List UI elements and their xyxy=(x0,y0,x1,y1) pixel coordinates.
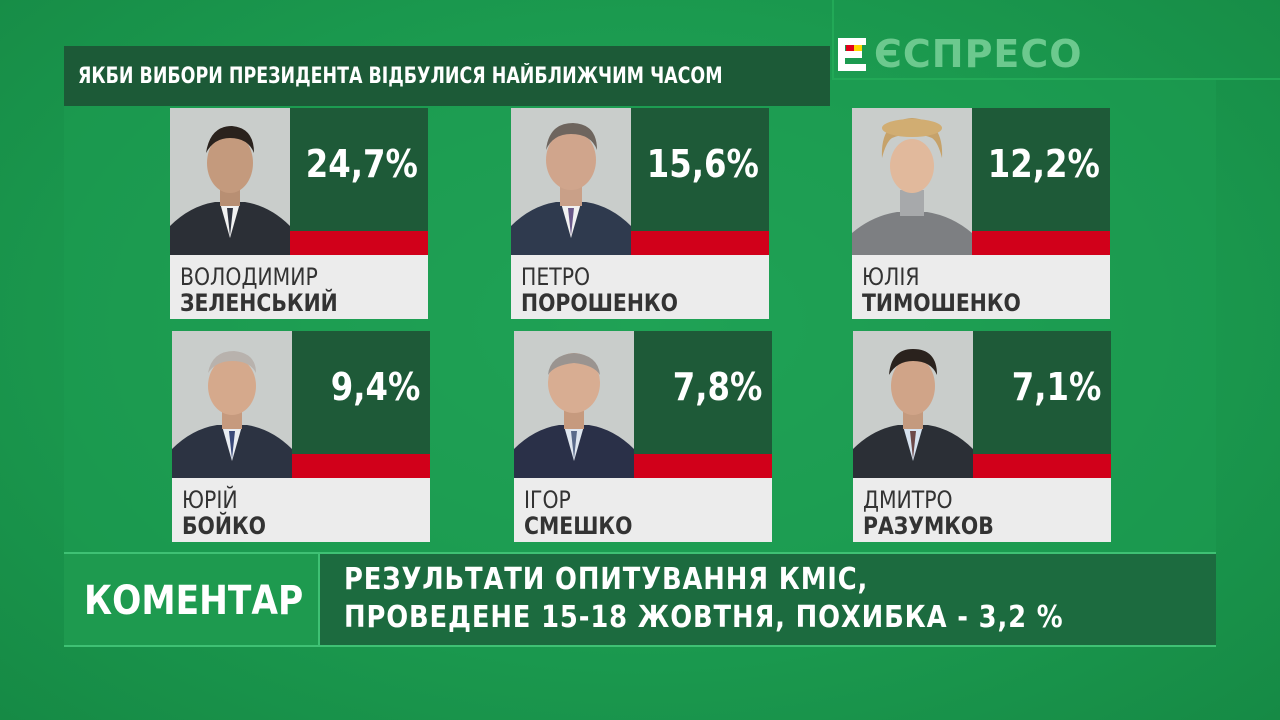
candidate-card: 9,4% ЮРІЙ БОЙКО xyxy=(172,331,430,542)
candidate-percent: 15,6% xyxy=(646,142,759,186)
candidate-last-name: РАЗУМКОВ xyxy=(863,512,994,540)
candidate-photo xyxy=(852,108,972,255)
comment-label-box: КОМЕНТАР xyxy=(64,554,318,645)
accent-bar xyxy=(634,454,772,478)
caption-line-1: РЕЗУЛЬТАТИ ОПИТУВАННЯ КМІС, xyxy=(344,562,869,597)
accent-bar xyxy=(631,231,769,255)
candidate-card: 15,6% ПЕТРО ПОРОШЕНКО xyxy=(511,108,769,319)
name-box: ДМИТРО РАЗУМКОВ xyxy=(853,478,1111,542)
candidate-photo xyxy=(511,108,631,255)
candidate-percent: 7,1% xyxy=(1011,365,1101,409)
candidate-last-name: ЗЕЛЕНСЬКИЙ xyxy=(180,289,338,317)
name-box: ЮЛІЯ ТИМОШЕНКО xyxy=(852,255,1110,319)
name-box: ПЕТРО ПОРОШЕНКО xyxy=(511,255,769,319)
lower-third-bottom-line xyxy=(64,645,1216,647)
candidate-first-name: ВОЛОДИМИР xyxy=(180,263,318,291)
accent-bar xyxy=(292,454,430,478)
percent-box: 24,7% xyxy=(290,108,428,231)
lower-third-top-line xyxy=(64,552,1216,554)
channel-logo: ЄСПРЕСО xyxy=(838,34,1083,74)
candidate-percent: 24,7% xyxy=(305,142,418,186)
person-silhouette-icon xyxy=(853,331,973,478)
comment-label: КОМЕНТАР xyxy=(84,578,304,624)
percent-box: 9,4% xyxy=(292,331,430,454)
percent-box: 7,8% xyxy=(634,331,772,454)
accent-bar xyxy=(290,231,428,255)
espreso-logo-icon xyxy=(838,34,868,74)
candidate-card: 7,8% ІГОР СМЕШКО xyxy=(514,331,772,542)
poll-title-box: ЯКБИ ВИБОРИ ПРЕЗИДЕНТА ВІДБУЛИСЯ НАЙБЛИЖ… xyxy=(64,46,830,106)
lower-third-divider xyxy=(318,554,320,645)
candidate-percent: 9,4% xyxy=(330,365,420,409)
caption-line-2: ПРОВЕДЕНЕ 15-18 ЖОВТНЯ, ПОХИБКА - 3,2 % xyxy=(344,600,1064,635)
candidate-percent: 12,2% xyxy=(987,142,1100,186)
channel-logo-text: ЄСПРЕСО xyxy=(874,32,1083,76)
accent-bar xyxy=(972,231,1110,255)
person-silhouette-icon xyxy=(852,108,972,255)
person-silhouette-icon xyxy=(170,108,290,255)
percent-box: 7,1% xyxy=(973,331,1111,454)
candidate-first-name: ЮРІЙ xyxy=(182,486,238,514)
percent-box: 15,6% xyxy=(631,108,769,231)
frame-divider-horizontal xyxy=(832,78,1280,80)
candidate-card: 12,2% ЮЛІЯ ТИМОШЕНКО xyxy=(852,108,1110,319)
candidate-card: 24,7% ВОЛОДИМИР ЗЕЛЕНСЬКИЙ xyxy=(170,108,428,319)
name-box: ІГОР СМЕШКО xyxy=(514,478,772,542)
poll-title: ЯКБИ ВИБОРИ ПРЕЗИДЕНТА ВІДБУЛИСЯ НАЙБЛИЖ… xyxy=(78,63,723,89)
accent-bar xyxy=(973,454,1111,478)
caption-box: РЕЗУЛЬТАТИ ОПИТУВАННЯ КМІС, ПРОВЕДЕНЕ 15… xyxy=(320,554,1216,645)
person-silhouette-icon xyxy=(514,331,634,478)
candidate-last-name: ТИМОШЕНКО xyxy=(862,289,1021,317)
frame-divider-vertical xyxy=(832,0,834,80)
candidate-photo xyxy=(514,331,634,478)
name-box: ВОЛОДИМИР ЗЕЛЕНСЬКИЙ xyxy=(170,255,428,319)
percent-box: 12,2% xyxy=(972,108,1110,231)
candidate-first-name: ПЕТРО xyxy=(521,263,591,291)
candidate-first-name: ДМИТРО xyxy=(863,486,953,514)
person-silhouette-icon xyxy=(511,108,631,255)
candidate-photo xyxy=(172,331,292,478)
name-box: ЮРІЙ БОЙКО xyxy=(172,478,430,542)
candidate-first-name: ІГОР xyxy=(524,486,571,514)
candidate-last-name: БОЙКО xyxy=(182,512,266,540)
candidate-photo xyxy=(853,331,973,478)
person-silhouette-icon xyxy=(172,331,292,478)
candidate-percent: 7,8% xyxy=(672,365,762,409)
candidate-first-name: ЮЛІЯ xyxy=(862,263,920,291)
candidate-card: 7,1% ДМИТРО РАЗУМКОВ xyxy=(853,331,1111,542)
candidate-last-name: СМЕШКО xyxy=(524,512,633,540)
candidate-last-name: ПОРОШЕНКО xyxy=(521,289,678,317)
candidate-photo xyxy=(170,108,290,255)
